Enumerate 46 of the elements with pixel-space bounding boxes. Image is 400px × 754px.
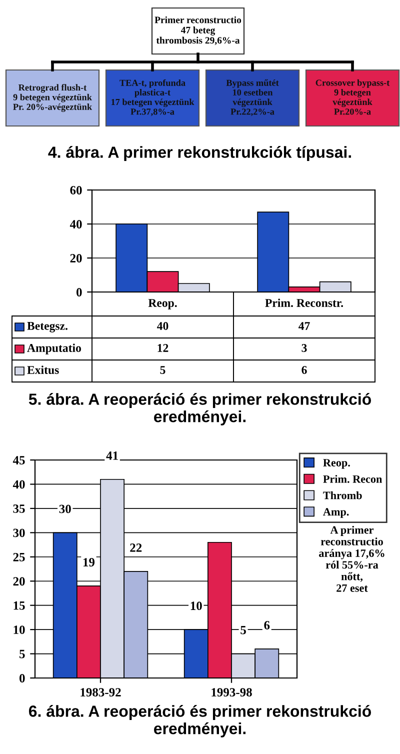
data-label: 6 [264, 621, 270, 630]
data-label: 3 [302, 344, 307, 352]
text: 5. ábra. A reoperáció és primer rekonstrukció eredményei. [28, 393, 371, 426]
x-tick-label: 1993-98 [212, 688, 252, 697]
x-tick-label: 1983-92 [80, 688, 121, 697]
y-tick-label: 0 [20, 674, 25, 682]
data-label: 22 [130, 544, 142, 552]
y-tick-label: 35 [13, 504, 25, 513]
legend-label: Betegsz. [27, 322, 68, 332]
legend-label: Thromb [323, 491, 362, 500]
text: 4. ábra. A primer rekonstrukciók típusai. [48, 146, 351, 162]
category-label: TEA-t, profunda plastica-t 17 betegen végeztünk Pr.37,8%-a [111, 79, 194, 116]
y-tick-label: 10 [14, 626, 25, 634]
legend-label: Exitus [27, 366, 59, 374]
data-label: 47 [298, 322, 310, 330]
data-label: 5 [160, 366, 166, 374]
legend-label: Reop. [323, 459, 350, 469]
data-label: 5 [240, 626, 246, 634]
legend-label: Amp. [323, 508, 349, 518]
y-tick-label: 60 [70, 186, 82, 194]
category-label: Crossover bypass-t 9 betegen végeztünk Pr.20%-a [316, 79, 390, 115]
data-label: 41 [106, 452, 118, 460]
y-tick-label: 5 [20, 650, 25, 658]
legend-label: Amputatio [27, 344, 81, 354]
y-tick-label: 30 [13, 528, 25, 538]
text: A primer reconstructio aránya 17,6% ról 55%-ra nőtt, 27 eset [319, 526, 384, 592]
text: 6. ábra. A reoperáció és primer rekonstrukció eredményei. [28, 705, 371, 738]
y-tick-label: 20 [70, 254, 82, 262]
data-label: 10 [190, 602, 202, 610]
legend-label: Prim. Recon [323, 475, 382, 483]
y-tick-label: 20 [13, 577, 25, 586]
y-tick-label: 25 [13, 552, 25, 562]
category-label: Retrograd flush-t 9 betegen végeztünk Pr. 20%-avégeztünk [13, 84, 92, 112]
y-tick-label: 40 [12, 480, 25, 489]
y-tick-label: 15 [14, 601, 25, 610]
text: Primer reconstructio 47 beteg thrombosis 29,6%-a [154, 16, 242, 46]
data-label: 19 [83, 558, 95, 566]
category-label: Bypass műtét 10 esetben végeztünk Pr.22,2%-a [226, 79, 279, 116]
data-label: 6 [302, 366, 307, 374]
data-label: 30 [59, 504, 71, 514]
y-tick-label: 0 [76, 288, 82, 296]
data-label: 40 [157, 322, 168, 330]
data-label: 12 [158, 344, 168, 352]
y-tick-label: 40 [70, 220, 82, 228]
y-tick-label: 45 [12, 456, 25, 464]
x-tick-label: Prim. Reconstr. [265, 298, 344, 308]
